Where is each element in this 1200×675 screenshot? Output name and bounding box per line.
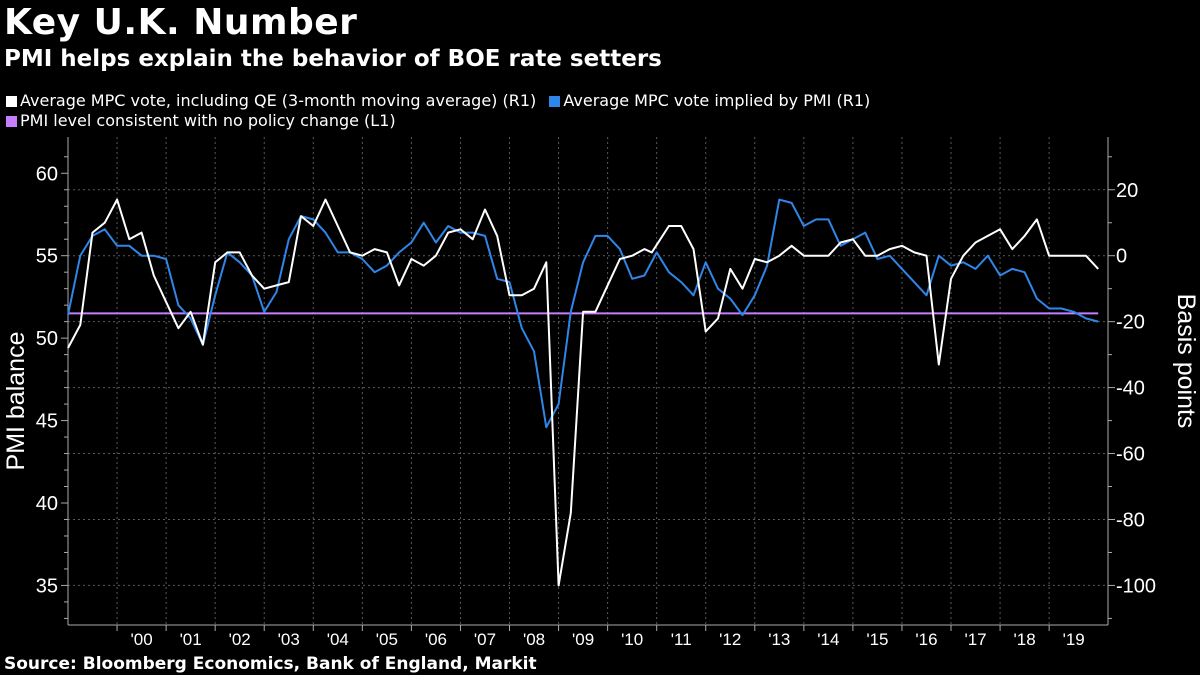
legend-swatch-pmi-implied <box>549 96 561 107</box>
x-tick-label: '06 <box>425 630 447 649</box>
right-tick-label: -20 <box>1116 312 1145 334</box>
x-tick-label: '09 <box>572 630 594 649</box>
legend-row-1: Average MPC vote, including QE (3-month … <box>6 91 878 110</box>
x-tick-label: '10 <box>621 630 643 649</box>
x-tick-label: '12 <box>719 630 741 649</box>
series-line-pmi-implied <box>67 198 1099 429</box>
right-tick-label: -100 <box>1116 575 1156 597</box>
x-tick-label: '19 <box>1063 630 1085 649</box>
left-tick-label: 45 <box>36 411 58 433</box>
source-note: Source: Bloomberg Economics, Bank of Eng… <box>4 654 537 674</box>
legend-swatch-mpc-vote <box>6 96 17 107</box>
right-axis-title: Basis points <box>1172 294 1200 429</box>
x-tick-label: '15 <box>866 630 888 649</box>
x-tick-label: '07 <box>474 630 496 649</box>
left-tick-label: 55 <box>36 246 58 268</box>
x-tick-label: '05 <box>376 630 398 649</box>
left-tick-label: 50 <box>36 328 58 350</box>
left-tick-label: 35 <box>36 575 58 597</box>
legend-row-2: PMI level consistent with no policy chan… <box>6 111 404 130</box>
legend-label-mpc-vote: Average MPC vote, including QE (3-month … <box>20 91 537 110</box>
left-tick-label: 40 <box>36 493 58 515</box>
legend-item-mpc-vote: Average MPC vote, including QE (3-month … <box>6 91 536 110</box>
x-tick-label: '00 <box>131 630 153 649</box>
x-tick-label: '14 <box>817 630 839 649</box>
x-tick-label: '03 <box>278 630 300 649</box>
x-tick-label: '17 <box>964 630 986 649</box>
left-tick-label: 60 <box>36 163 58 185</box>
legend-label-pmi-implied: Average MPC vote implied by PMI (R1) <box>563 91 871 110</box>
right-tick-label: 0 <box>1116 246 1127 268</box>
right-tick-label: -40 <box>1116 378 1145 400</box>
legend-label-no-change: PMI level consistent with no policy chan… <box>20 111 396 130</box>
x-tick-label: '18 <box>1014 630 1036 649</box>
legend-swatch-no-change <box>6 116 17 127</box>
x-tick-label: '01 <box>180 630 202 649</box>
x-tick-label: '08 <box>523 630 545 649</box>
legend-item-pmi-implied: Average MPC vote implied by PMI (R1) <box>549 91 870 110</box>
left-axis-title: PMI balance <box>2 332 30 471</box>
chart-subtitle: PMI helps explain the behavior of BOE ra… <box>4 46 662 72</box>
x-tick-label: '04 <box>327 630 349 649</box>
right-tick-label: -80 <box>1116 509 1145 531</box>
chart-title: Key U.K. Number <box>4 2 358 43</box>
x-tick-label: '13 <box>768 630 790 649</box>
series-line-mpc-vote <box>67 198 1099 587</box>
legend-item-no-change: PMI level consistent with no policy chan… <box>6 111 396 130</box>
x-tick-label: '11 <box>671 630 692 649</box>
right-tick-label: 20 <box>1116 180 1138 202</box>
right-tick-label: -60 <box>1116 444 1145 466</box>
x-tick-label: '16 <box>915 630 937 649</box>
x-tick-label: '02 <box>229 630 251 649</box>
